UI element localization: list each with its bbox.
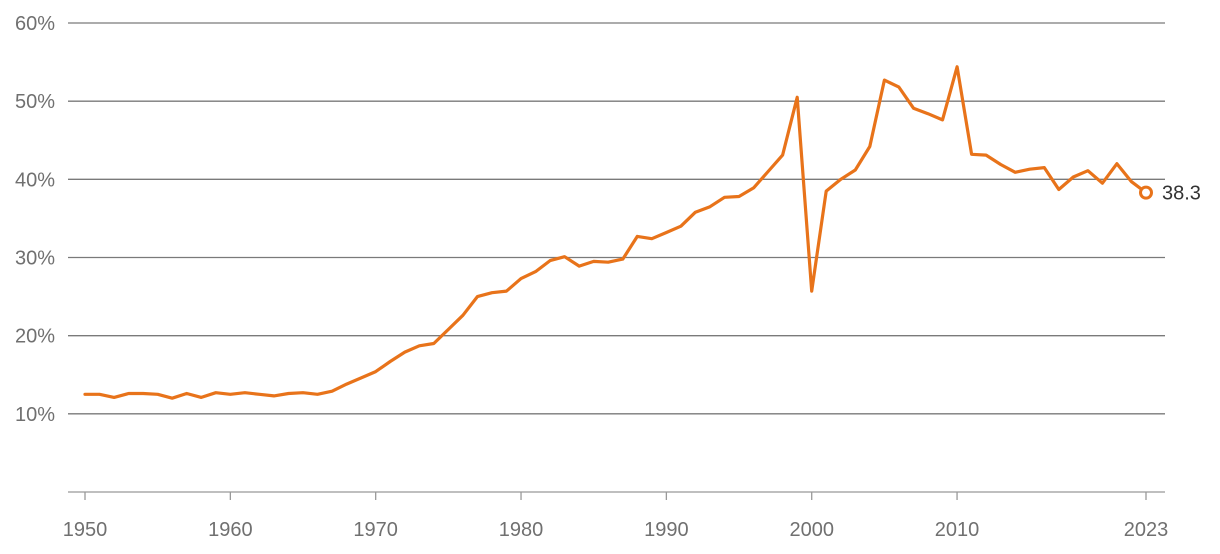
x-tick-label: 1950: [63, 519, 108, 541]
y-tick-label: 30%: [15, 248, 55, 270]
y-tick-labels: 10% 20% 30% 40% 50% 60%: [15, 13, 55, 426]
end-point-marker: [1139, 185, 1153, 200]
x-tick-labels: 1950 1960 1970 1980 1990 2000 2010 2023: [63, 519, 1169, 541]
series-line: [83, 65, 1148, 400]
y-tick-label: 10%: [15, 404, 55, 426]
y-tick-label: 20%: [15, 326, 55, 348]
y-tick-label: 40%: [15, 169, 55, 191]
x-tick-label: 2010: [935, 519, 980, 541]
x-tick-label: 1990: [644, 519, 689, 541]
series: 38.3: [83, 65, 1201, 400]
end-value-label: 38.3: [1162, 183, 1201, 205]
x-tick-label: 1980: [499, 519, 544, 541]
x-tick-label: 2000: [789, 519, 834, 541]
x-tick-label: 2023: [1124, 519, 1169, 541]
x-tick-label: 1960: [208, 519, 253, 541]
y-tick-label: 50%: [15, 91, 55, 113]
grid-lines: [68, 22, 1165, 415]
x-axis: [68, 491, 1165, 500]
x-tick-label: 1970: [353, 519, 398, 541]
y-tick-label: 60%: [15, 13, 55, 35]
